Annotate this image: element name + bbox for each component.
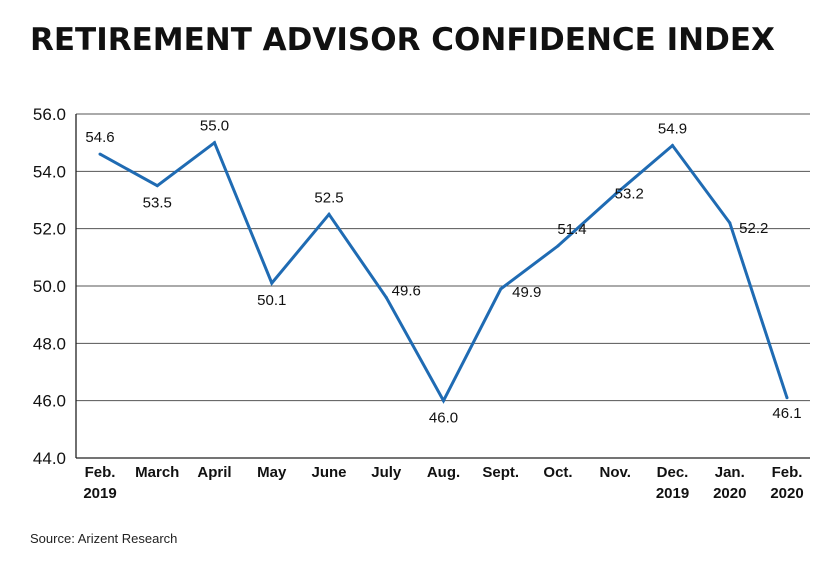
data-label: 55.0: [200, 118, 229, 135]
y-tick-label: 52.0: [33, 220, 66, 239]
data-point: [728, 221, 732, 225]
data-point: [499, 287, 503, 291]
y-tick-label: 54.0: [33, 162, 66, 181]
data-point: [327, 212, 331, 216]
data-label: 52.5: [314, 189, 343, 206]
data-point: [270, 281, 274, 285]
chart-title: RETIREMENT ADVISOR CONFIDENCE INDEX: [30, 22, 775, 58]
data-point: [556, 244, 560, 248]
data-label: 49.6: [392, 282, 421, 299]
data-point: [384, 295, 388, 299]
data-point: [442, 399, 445, 403]
data-label: 46.1: [772, 405, 801, 422]
data-label: 50.1: [257, 292, 286, 309]
y-tick-label: 50.0: [33, 277, 66, 296]
data-point: [155, 184, 159, 188]
x-tick-label: May: [257, 464, 287, 481]
x-tick-label: Aug.: [427, 464, 460, 481]
data-label: 53.5: [143, 195, 172, 212]
data-label: 49.9: [512, 284, 541, 301]
data-point: [213, 141, 216, 145]
x-tick-label: March: [135, 464, 179, 481]
x-tick-label: Feb.: [772, 464, 803, 481]
data-label: 46.0: [429, 410, 458, 427]
x-tick-label: 2019: [83, 485, 116, 502]
data-label: 53.2: [615, 185, 644, 202]
y-tick-label: 46.0: [33, 392, 66, 411]
x-tick-label: April: [197, 464, 231, 481]
x-tick-label: Nov.: [600, 464, 631, 481]
data-point: [613, 192, 617, 196]
data-label: 54.9: [658, 121, 687, 138]
x-tick-label: 2019: [656, 485, 689, 502]
data-label: 54.6: [85, 129, 114, 146]
data-point: [98, 152, 102, 156]
x-tick-label: 2020: [713, 485, 746, 502]
data-point: [785, 396, 789, 400]
source-note: Source: Arizent Research: [30, 531, 178, 546]
x-tick-label: Jan.: [715, 464, 745, 481]
y-tick-label: 48.0: [33, 334, 66, 353]
x-tick-label: Dec.: [657, 464, 689, 481]
data-point: [671, 144, 674, 148]
x-tick-label: 2020: [770, 485, 803, 502]
data-label: 52.2: [739, 220, 768, 237]
x-tick-label: July: [371, 464, 402, 481]
y-tick-label: 56.0: [33, 105, 66, 124]
x-tick-label: Feb.: [85, 464, 116, 481]
x-tick-label: June: [311, 464, 346, 481]
data-label: 51.4: [557, 221, 586, 238]
x-tick-label: Sept.: [482, 464, 519, 481]
y-tick-label: 44.0: [33, 449, 66, 468]
series-line: [99, 140, 789, 404]
x-tick-label: Oct.: [543, 464, 572, 481]
